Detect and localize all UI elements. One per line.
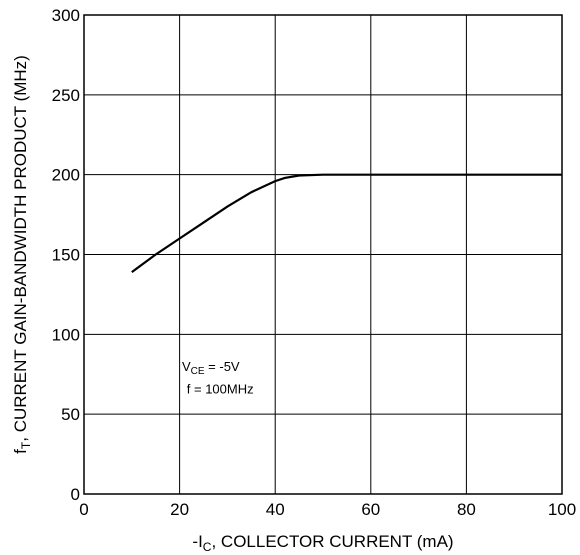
y-axis-label: fT, CURRENT GAIN-BANDWIDTH PRODUCT (MHz) (11, 55, 33, 454)
y-tick-label: 0 (71, 485, 80, 504)
y-tick-label: 250 (52, 86, 80, 105)
x-tick-label: 20 (170, 500, 189, 519)
series-line (131, 173, 562, 273)
grid-lines (84, 15, 562, 494)
y-tick-label: 300 (52, 6, 80, 25)
x-tick-label: 60 (361, 500, 380, 519)
plot-frame (83, 14, 563, 495)
y-tick-label: 50 (61, 405, 80, 424)
y-tick-label: 200 (52, 166, 80, 185)
x-tick-label: 80 (457, 500, 476, 519)
x-tick-label: 40 (266, 500, 285, 519)
annotation-frequency: f = 100MHz (187, 381, 254, 396)
annotation-vce: VCE = -5V (182, 359, 240, 377)
y-tick-label: 150 (52, 246, 80, 265)
y-tick-label: 100 (52, 325, 80, 344)
x-tick-label: 100 (548, 500, 576, 519)
axis-ticks: 0 20 40 60 80 100 0 50 100 150 200 250 300 (52, 6, 577, 519)
x-axis-label: -IC, COLLECTOR CURRENT (mA) (192, 532, 453, 554)
x-tick-label: 0 (79, 500, 88, 519)
